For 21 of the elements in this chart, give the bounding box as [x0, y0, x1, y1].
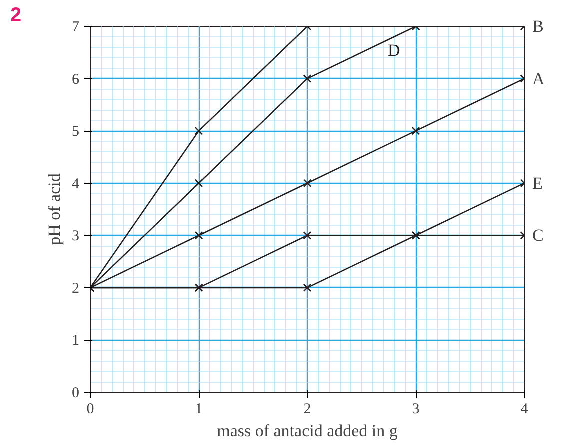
- series-label: C: [532, 226, 544, 246]
- text: 2: [10, 4, 22, 26]
- x-tick-label: 0: [86, 402, 94, 418]
- series-label: D: [388, 41, 400, 60]
- x-tick-label: 4: [520, 402, 529, 418]
- series-label: B: [532, 17, 544, 36]
- y-axis-title: pH of acid: [45, 173, 64, 246]
- y-tick-label: 1: [72, 333, 80, 350]
- y-tick-label: 6: [72, 72, 80, 88]
- y-tick-label: 2: [72, 280, 80, 297]
- x-tick-label: 1: [195, 402, 203, 418]
- y-tick-label: 7: [72, 20, 80, 36]
- y-tick-label: 3: [72, 228, 80, 245]
- x-axis-title: mass of antacid added in g: [217, 422, 398, 440]
- x-tick-label: 2: [304, 402, 312, 418]
- y-tick-label: 4: [72, 176, 80, 192]
- y-tick-label: 5: [72, 124, 80, 140]
- series-label: E: [532, 174, 543, 193]
- x-tick-label: 3: [412, 402, 420, 418]
- series-label: A: [532, 69, 546, 88]
- y-tick-label: 0: [72, 386, 80, 402]
